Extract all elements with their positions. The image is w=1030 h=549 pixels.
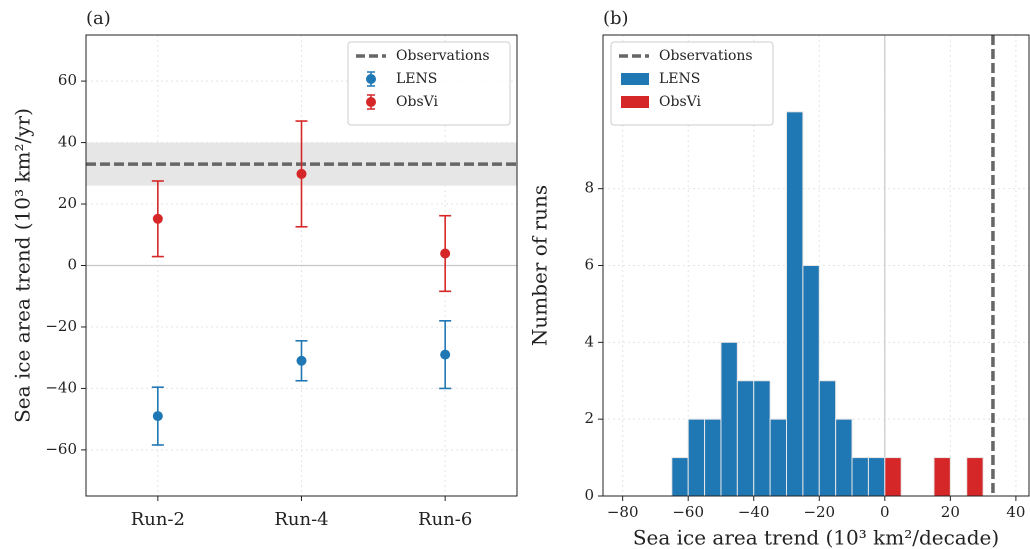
legend-marker <box>366 74 376 84</box>
error-bar-group <box>151 386 164 446</box>
legend-label: ObsVi <box>396 94 438 110</box>
histogram-bar <box>687 418 706 497</box>
legend-box <box>610 41 774 126</box>
histogram-bar <box>671 457 689 497</box>
y-tick-label: 2 <box>584 409 594 427</box>
point <box>152 213 163 224</box>
y-tick-label: −20 <box>45 317 77 335</box>
y-tick-label: 4 <box>584 332 594 350</box>
legend-label: LENS <box>396 71 437 87</box>
point <box>296 355 307 366</box>
histogram-bar <box>818 380 837 497</box>
x-axis-label: Sea ice area trend (10³ km²/decade) <box>633 526 999 549</box>
y-axis-label: Sea ice area trend (10³ km²/yr) <box>11 108 35 423</box>
error-bar-group <box>439 214 452 293</box>
legend-label: ObsVi <box>659 94 701 110</box>
y-tick-label: 20 <box>58 194 77 212</box>
x-tick-label: Run-6 <box>418 509 472 530</box>
error-bar-group <box>295 120 308 228</box>
histogram-bar <box>867 457 886 497</box>
histogram-bar <box>753 380 771 497</box>
legend-label: Observations <box>659 48 753 64</box>
y-tick-label: −60 <box>45 440 77 458</box>
x-tick-label: 20 <box>941 503 960 521</box>
histogram-bar <box>851 457 869 497</box>
histogram-bar <box>786 111 804 497</box>
y-tick-label: 8 <box>584 179 594 197</box>
point <box>440 349 451 360</box>
legend-box <box>347 41 511 126</box>
histogram-bar <box>884 457 902 497</box>
y-tick-label: 0 <box>584 486 594 504</box>
y-tick-label: 0 <box>67 256 77 274</box>
legend-patch <box>621 73 649 85</box>
x-tick-label: −20 <box>803 503 835 521</box>
histogram-bar <box>933 457 951 497</box>
y-axis-label: Number of runs <box>528 185 552 346</box>
panel-label: (a) <box>86 8 111 29</box>
axes-frame <box>602 34 1030 497</box>
legend-label: Observations <box>396 48 490 64</box>
y-tick-label: −40 <box>45 378 77 396</box>
histogram-bar <box>769 418 788 497</box>
y-tick-label: 40 <box>58 133 77 151</box>
legend-label: LENS <box>659 71 700 87</box>
x-tick-label: Run-2 <box>131 509 185 530</box>
panel-label: (b) <box>603 8 629 29</box>
x-tick-label: 40 <box>1006 503 1025 521</box>
point <box>152 411 163 422</box>
x-tick-label: −80 <box>607 503 639 521</box>
histogram-bar <box>966 457 984 497</box>
x-tick-label: −60 <box>672 503 704 521</box>
legend-marker <box>366 97 376 107</box>
error-bar-group <box>295 339 308 382</box>
histogram-bar <box>736 380 755 497</box>
y-tick-label: 60 <box>58 71 77 89</box>
error-bar-group <box>151 180 164 258</box>
y-tick-label: 6 <box>584 256 594 274</box>
legend: Observations LENS ObsVi <box>610 41 774 126</box>
error-bar-group <box>439 320 452 390</box>
point <box>296 168 307 179</box>
x-tick-label: Run-4 <box>274 509 328 530</box>
legend: Observations LENS ObsVi <box>347 41 511 126</box>
histogram-bar <box>704 418 722 497</box>
axes-frame <box>85 34 518 497</box>
histogram-bar <box>802 265 820 497</box>
point <box>440 248 451 259</box>
x-tick-label: 0 <box>880 503 890 521</box>
histogram-bar <box>720 341 738 497</box>
legend-patch <box>621 96 649 108</box>
x-tick-label: −40 <box>738 503 770 521</box>
histogram-bar <box>835 418 853 497</box>
